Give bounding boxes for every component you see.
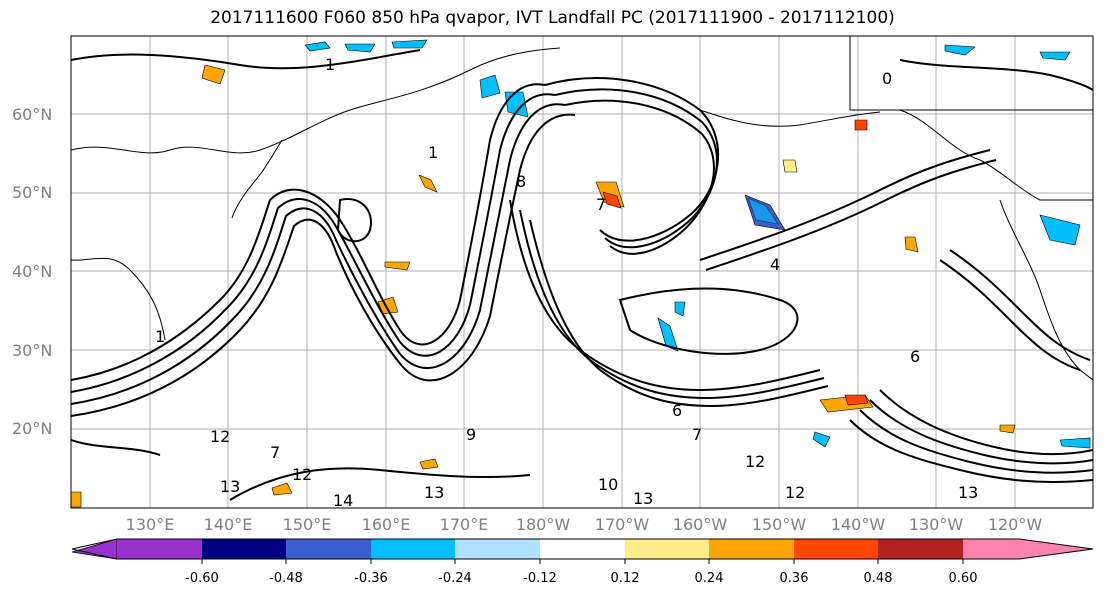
map-title: 2017111600 F060 850 hPa qvapor, IVT Land…	[210, 8, 895, 28]
lon-label-140w: 140°W	[830, 515, 886, 534]
contour-label: 13	[424, 483, 444, 502]
lon-label-150w: 150°W	[751, 515, 807, 534]
contour-label: 7	[596, 195, 606, 214]
contour-label: 8	[516, 172, 526, 191]
lat-label-50: 50°N	[12, 183, 53, 202]
contour-label: 13	[220, 477, 240, 496]
lat-label-20: 20°N	[12, 419, 53, 438]
colorbar-extend-high	[1019, 539, 1093, 559]
lon-label-140e: 140°E	[203, 515, 253, 534]
contour-label: 4	[770, 255, 780, 274]
contour-label: 13	[958, 483, 978, 502]
contour-label: 1	[428, 143, 438, 162]
contour-label: 12	[785, 483, 805, 502]
contour-label: 1	[155, 327, 165, 346]
colorbar-segment	[963, 539, 1019, 559]
lon-label-170e: 170°E	[439, 515, 489, 534]
contour-label: 12	[292, 465, 312, 484]
contour-label: 9	[466, 425, 476, 444]
colorbar-tick-label: -0.48	[269, 571, 303, 586]
colorbar-extend-low	[71, 538, 118, 560]
lat-label-30: 30°N	[12, 341, 53, 360]
colorbar	[71, 538, 1094, 564]
lon-label-180w: 180°W	[515, 515, 571, 534]
coastlines	[71, 36, 1093, 381]
contour-label: 1	[325, 55, 335, 74]
colorbar-segment	[709, 539, 794, 559]
colorbar-tick-label: 0.48	[863, 571, 893, 586]
colorbar-segment	[371, 539, 455, 559]
colorbar-segment	[540, 539, 625, 559]
contour-label: 7	[692, 425, 702, 444]
lon-label-130e: 130°E	[125, 515, 175, 534]
contour-label: 12	[745, 452, 765, 471]
contour-label: 6	[910, 347, 920, 366]
lon-label-120w: 120°W	[987, 515, 1043, 534]
colorbar-segment	[625, 539, 709, 559]
colorbar-outline	[71, 538, 1094, 560]
contour-label: 14	[333, 491, 353, 510]
qvapor-shading	[71, 39, 1091, 508]
colorbar-segment	[286, 539, 371, 559]
contour-label: 10	[598, 475, 618, 494]
contour-label: 12	[210, 427, 230, 446]
colorbar-tick-label: 0.36	[779, 571, 809, 586]
contour-lines	[71, 49, 1093, 501]
colorbar-segment	[455, 539, 540, 559]
map-frame	[70, 35, 1094, 509]
colorbar-segment	[794, 539, 878, 559]
lon-label-160w: 160°W	[672, 515, 728, 534]
lon-label-130w: 130°W	[908, 515, 964, 534]
lat-label-60: 60°N	[12, 105, 53, 124]
contour-label: 6	[672, 401, 682, 420]
colorbar-tick-label: 0.60	[948, 571, 978, 586]
contour-label: 0	[882, 69, 892, 88]
colorbar-segment	[117, 539, 202, 559]
graticule	[71, 36, 1093, 508]
lon-label-160e: 160°E	[361, 515, 411, 534]
colorbar-segment	[878, 539, 963, 559]
lon-label-150e: 150°E	[282, 515, 332, 534]
colorbar-tick-label: -0.60	[185, 571, 219, 586]
lon-label-170w: 170°W	[594, 515, 650, 534]
colorbar-tick-label: 0.24	[694, 571, 724, 586]
colorbar-tick-label: -0.36	[354, 571, 388, 586]
colorbar-tick-label: 0.12	[610, 571, 640, 586]
colorbar-segment	[202, 539, 286, 559]
colorbar-tick-label: -0.12	[523, 571, 557, 586]
lat-label-40: 40°N	[12, 262, 53, 281]
colorbar-tick-label: -0.24	[438, 571, 472, 586]
contour-label: 7	[270, 443, 280, 462]
contour-label: 13	[633, 489, 653, 508]
